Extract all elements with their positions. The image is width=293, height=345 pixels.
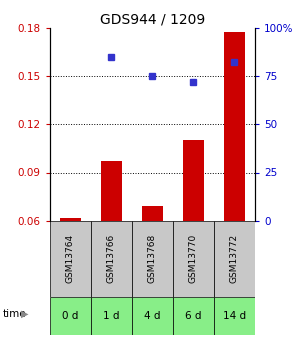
Text: GSM13766: GSM13766 bbox=[107, 234, 116, 283]
Bar bbox=[132, 221, 173, 297]
Text: 14 d: 14 d bbox=[223, 311, 246, 321]
Bar bbox=[91, 297, 132, 335]
Bar bbox=[173, 221, 214, 297]
Text: 0 d: 0 d bbox=[62, 311, 79, 321]
Bar bbox=[173, 297, 214, 335]
Bar bbox=[91, 221, 132, 297]
Text: ▶: ▶ bbox=[21, 309, 29, 319]
Bar bbox=[214, 297, 255, 335]
Text: 6 d: 6 d bbox=[185, 311, 202, 321]
Bar bbox=[50, 297, 91, 335]
Bar bbox=[60, 218, 81, 221]
Bar bbox=[132, 297, 173, 335]
Bar bbox=[101, 161, 122, 221]
Bar bbox=[224, 32, 245, 221]
Bar bbox=[50, 221, 91, 297]
Text: time: time bbox=[3, 309, 27, 319]
Text: 4 d: 4 d bbox=[144, 311, 161, 321]
Bar bbox=[183, 140, 204, 221]
Text: GSM13770: GSM13770 bbox=[189, 234, 198, 283]
Title: GDS944 / 1209: GDS944 / 1209 bbox=[100, 12, 205, 27]
Text: GSM13772: GSM13772 bbox=[230, 234, 239, 283]
Text: 1 d: 1 d bbox=[103, 311, 120, 321]
Text: GSM13768: GSM13768 bbox=[148, 234, 157, 283]
Bar bbox=[142, 206, 163, 221]
Bar bbox=[214, 221, 255, 297]
Text: GSM13764: GSM13764 bbox=[66, 234, 75, 283]
